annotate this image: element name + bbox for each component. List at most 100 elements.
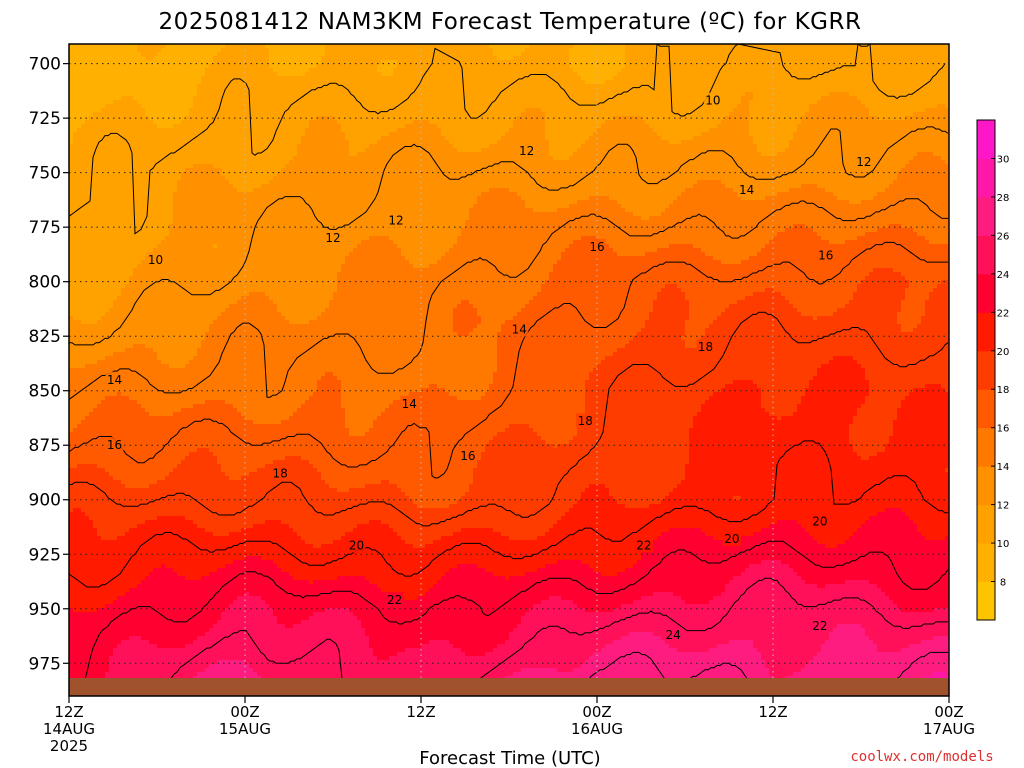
temperature-cell bbox=[157, 568, 162, 573]
temperature-cell bbox=[153, 480, 158, 485]
temperature-cell bbox=[141, 452, 146, 457]
temperature-cell bbox=[109, 544, 114, 549]
temperature-cell bbox=[121, 168, 126, 173]
temperature-cell bbox=[121, 616, 126, 621]
temperature-cell bbox=[125, 272, 130, 277]
temperature-cell bbox=[129, 460, 134, 465]
temperature-cell bbox=[145, 412, 150, 417]
temperature-cell bbox=[117, 564, 122, 569]
temperature-cell bbox=[153, 508, 158, 513]
temperature-cell bbox=[137, 464, 142, 469]
temperature-cell bbox=[161, 128, 166, 133]
temperature-cell bbox=[113, 668, 118, 673]
temperature-cell bbox=[109, 244, 114, 249]
temperature-cell bbox=[161, 344, 166, 349]
temperature-cell bbox=[133, 376, 138, 381]
temperature-cell bbox=[129, 432, 134, 437]
temperature-cell bbox=[101, 572, 106, 577]
temperature-cell bbox=[137, 456, 142, 461]
temperature-cell bbox=[173, 520, 178, 525]
temperature-cell bbox=[173, 580, 178, 585]
temperature-cell bbox=[109, 492, 114, 497]
temperature-cell bbox=[113, 192, 118, 197]
temperature-cell bbox=[161, 624, 166, 629]
temperature-cell bbox=[93, 588, 98, 593]
temperature-cell bbox=[141, 328, 146, 333]
temperature-cell bbox=[153, 200, 158, 205]
temperature-cell bbox=[181, 456, 186, 461]
temperature-cell bbox=[117, 508, 122, 513]
temperature-cell bbox=[117, 128, 122, 133]
temperature-cell bbox=[165, 140, 170, 145]
temperature-cell bbox=[121, 104, 126, 109]
temperature-cell bbox=[105, 640, 110, 645]
temperature-cell bbox=[101, 364, 106, 369]
temperature-cell bbox=[137, 520, 142, 525]
temperature-cell bbox=[165, 516, 170, 521]
temperature-cell bbox=[117, 208, 122, 213]
temperature-cell bbox=[153, 568, 158, 573]
temperature-cell bbox=[85, 392, 90, 397]
temperature-cell bbox=[161, 576, 166, 581]
temperature-cell bbox=[165, 436, 170, 441]
temperature-cell bbox=[93, 632, 98, 637]
temperature-cell bbox=[105, 304, 110, 309]
temperature-cell bbox=[77, 144, 82, 149]
temperature-cell bbox=[145, 268, 150, 273]
temperature-cell bbox=[149, 472, 154, 477]
temperature-cell bbox=[81, 416, 86, 421]
temperature-cell bbox=[109, 136, 114, 141]
temperature-cell bbox=[153, 184, 158, 189]
temperature-cell bbox=[113, 276, 118, 281]
temperature-cell bbox=[85, 624, 90, 629]
temperature-cell bbox=[117, 248, 122, 253]
temperature-cell bbox=[153, 540, 158, 545]
temperature-cell bbox=[181, 488, 186, 493]
temperature-cell bbox=[181, 124, 186, 129]
temperature-cell bbox=[137, 428, 142, 433]
temperature-cell bbox=[173, 156, 178, 161]
temperature-cell bbox=[121, 256, 126, 261]
temperature-cell bbox=[121, 672, 126, 677]
temperature-cell bbox=[125, 236, 130, 241]
temperature-cell bbox=[145, 560, 150, 565]
temperature-cell bbox=[157, 196, 162, 201]
temperature-cell bbox=[113, 620, 118, 625]
temperature-cell bbox=[85, 56, 90, 61]
temperature-cell bbox=[73, 300, 78, 305]
temperature-cell bbox=[93, 304, 98, 309]
temperature-cell bbox=[73, 568, 78, 573]
temperature-cell bbox=[73, 628, 78, 633]
temperature-cell bbox=[133, 500, 138, 505]
temperature-cell bbox=[129, 72, 134, 77]
temperature-cell bbox=[81, 396, 86, 401]
temperature-cell bbox=[181, 244, 186, 249]
temperature-cell bbox=[161, 644, 166, 649]
temperature-cell bbox=[77, 560, 82, 565]
temperature-cell bbox=[161, 224, 166, 229]
temperature-cell bbox=[97, 304, 102, 309]
temperature-cell bbox=[101, 640, 106, 645]
temperature-cell bbox=[113, 468, 118, 473]
temperature-cell bbox=[165, 308, 170, 313]
temperature-cell bbox=[125, 248, 130, 253]
temperature-cell bbox=[73, 124, 78, 129]
temperature-cell bbox=[89, 276, 94, 281]
temperature-cell bbox=[157, 512, 162, 517]
temperature-cell bbox=[117, 416, 122, 421]
temperature-cell bbox=[133, 128, 138, 133]
temperature-cell bbox=[165, 484, 170, 489]
temperature-cell bbox=[73, 304, 78, 309]
temperature-cell bbox=[161, 572, 166, 577]
temperature-cell bbox=[101, 652, 106, 657]
temperature-cell bbox=[149, 348, 154, 353]
temperature-cell bbox=[177, 276, 182, 281]
temperature-cell bbox=[181, 444, 186, 449]
temperature-cell bbox=[157, 400, 162, 405]
temperature-cell bbox=[105, 648, 110, 653]
temperature-cell bbox=[113, 320, 118, 325]
temperature-cell bbox=[89, 328, 94, 333]
temperature-cell bbox=[149, 328, 154, 333]
temperature-cell bbox=[141, 508, 146, 513]
temperature-cell bbox=[121, 296, 126, 301]
